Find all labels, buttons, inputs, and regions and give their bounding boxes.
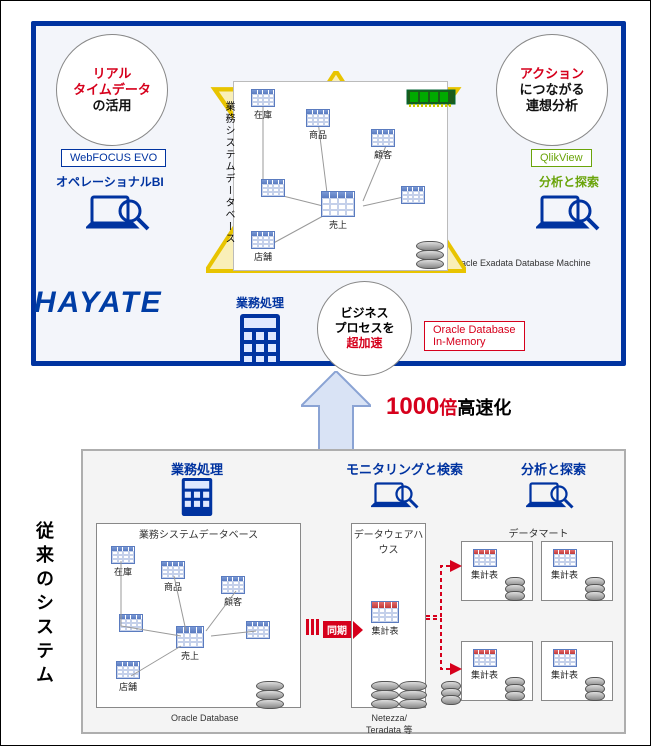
caption-opbi: オペレーショナルBI	[56, 173, 164, 190]
node-extra2	[401, 186, 425, 204]
node-zaiko: 在庫	[251, 89, 275, 121]
mart2-tbl: 集計表	[551, 549, 578, 581]
sync-badge: 同期	[306, 619, 363, 640]
exadata-label: Oracle Exadata Database Machine	[451, 258, 591, 268]
laptop-magnifier-icon-right	[536, 191, 600, 239]
node-uriage: 売上	[321, 191, 355, 231]
db-icon-dwh1	[371, 681, 399, 711]
table-icon	[401, 186, 425, 204]
caption-biz: 業務処理	[236, 294, 284, 311]
db-icon-dwh2	[399, 681, 427, 711]
table-icon	[261, 179, 285, 197]
caption-explore: 分析と探索	[539, 173, 599, 190]
db-icon-m2	[585, 577, 605, 599]
calculator-icon	[239, 313, 281, 365]
tag-qlikview: QlikView	[531, 149, 592, 167]
table-icon-agg	[473, 649, 497, 667]
db-icon-top	[416, 241, 444, 271]
laptop-icon-ana	[526, 479, 574, 515]
bottom-head-ana: 分析と探索	[521, 459, 586, 478]
table-icon	[321, 191, 355, 217]
dwh-agg: 集計表	[371, 601, 399, 637]
table-icon-agg	[553, 649, 577, 667]
speedup-arrow	[301, 371, 371, 451]
calculator-icon-bottom	[181, 477, 213, 517]
db-vertical-label: 業務システムデータベース	[221, 101, 236, 245]
table-icon-agg	[553, 549, 577, 567]
node-kokyaku: 顧客	[371, 129, 395, 161]
mart4-tbl: 集計表	[551, 649, 578, 681]
foot-oracle: Oracle Database	[171, 713, 239, 723]
table-icon	[306, 109, 330, 127]
tag-oracle-inmemory: Oracle Database In-Memory	[424, 321, 525, 351]
bottom-head-biz: 業務処理	[171, 459, 223, 478]
node-shohin: 商品	[306, 109, 330, 141]
table-icon	[251, 89, 275, 107]
legacy-side-label: 従来のシステム	[31, 521, 57, 689]
circle-center: ビジネス プロセスを 超加速	[317, 281, 412, 376]
diagram-root: 業務システムデータベース 在庫 商品 顧客 売上 店舗	[0, 0, 651, 746]
db-icon-m1	[505, 577, 525, 599]
table-icon	[251, 231, 275, 249]
db-icon-oltp	[256, 681, 284, 711]
mart1-tbl: 集計表	[471, 549, 498, 581]
laptop-icon-mon	[371, 479, 419, 515]
tag-webfocus: WebFOCUS EVO	[61, 149, 166, 167]
dash-arrows	[426, 541, 466, 711]
table-icon-agg	[371, 601, 399, 623]
speedup-label: 1000倍高速化	[386, 393, 511, 421]
mart3-tbl: 集計表	[471, 649, 498, 681]
circle-action: アクション につながる 連想分析	[496, 34, 608, 146]
table-icon-agg	[473, 549, 497, 567]
db-icon-m4	[585, 677, 605, 699]
db-icon-m3	[505, 677, 525, 699]
foot-netezza: Netezza/ Teradata 等	[366, 713, 413, 736]
laptop-magnifier-icon-left	[86, 191, 150, 239]
table-icon	[371, 129, 395, 147]
circle-realtime: リアル タイムデータ の活用	[56, 34, 168, 146]
hayate-logo: HAYATE	[34, 286, 163, 320]
node-extra1	[261, 179, 285, 197]
bottom-head-mon: モニタリングと検索	[346, 459, 463, 478]
node-tenpo: 店舗	[251, 231, 275, 263]
memory-chip-icon	[406, 86, 456, 108]
